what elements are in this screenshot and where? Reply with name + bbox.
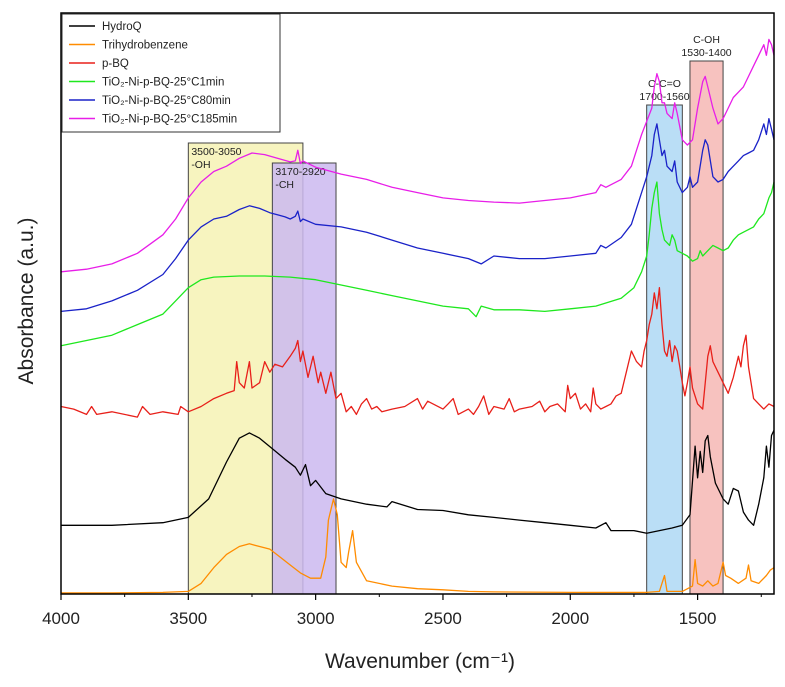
x-axis-title: Wavenumber (cm⁻¹) [325,650,515,673]
x-axis-ticks: 4000 3500 3000 2500 2000 1500 [42,594,762,628]
legend-label: TiO₂-Ni-p-BQ-25°C185min [102,114,237,126]
series-lines [60,38,775,594]
legend-box [61,13,281,133]
series-line-1 [61,498,775,594]
legend: HydroQ Trihydrobenzene p-BQ TiO₂-Ni-p-BQ-25… [61,13,281,133]
x-tick-label: 2500 [424,609,462,628]
x-tick-label: 1500 [679,609,717,628]
legend-label: HydroQ [102,21,142,33]
series-line-2 [60,287,775,418]
plot-frame [60,12,775,595]
legend-label: p-BQ [102,58,129,70]
band-label-group: -OH [191,159,210,171]
series-line-4 [60,117,775,313]
band-label-group: C-C=O [648,78,681,90]
x-tick-label: 3000 [297,609,335,628]
band-1 [271,162,337,595]
band-label-range: 1700-1560 [639,91,689,103]
band-label-range: 3500-3050 [191,146,241,158]
legend-label: TiO₂-Ni-p-BQ-25°C1min [102,77,224,89]
legend-label: TiO₂-Ni-p-BQ-25°C80min [102,95,231,107]
legend-label: Trihydrobenzene [102,40,188,52]
y-axis-title: Absorbance (a.u.) [15,218,38,385]
x-tick-label: 3500 [169,609,207,628]
band-label-range: 1530-1400 [681,47,731,59]
band-label-range: 3170-2920 [275,166,325,178]
series-line-3 [60,181,775,347]
band-label-group: C-OH [693,34,720,46]
x-tick-label: 4000 [42,609,80,628]
x-tick-label: 2000 [551,609,589,628]
band-3 [689,60,724,595]
band-label-group: -CH [275,179,294,191]
series-line-0 [61,430,775,534]
series-line-5 [60,38,775,273]
